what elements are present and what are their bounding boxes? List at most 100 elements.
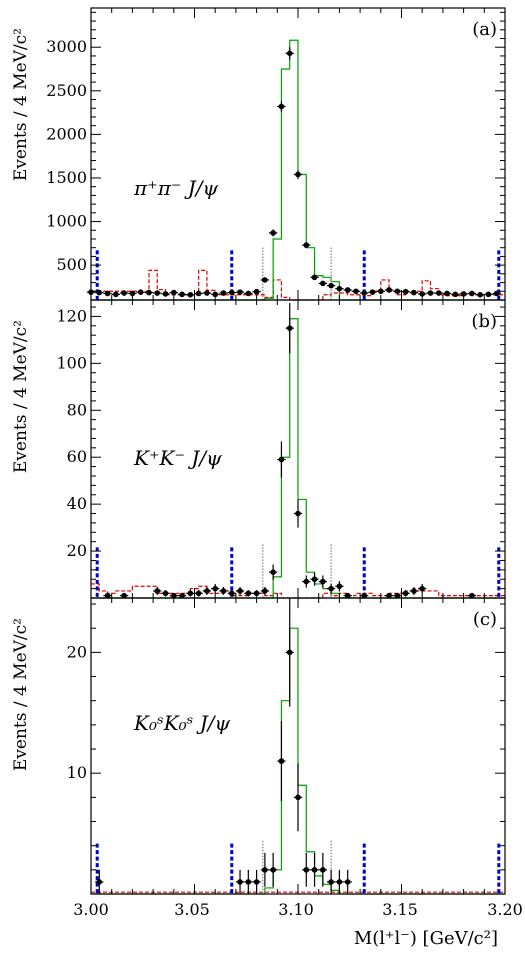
data-point (220, 290, 227, 296)
y-tick-label: 1500 (46, 168, 87, 187)
y-tick-label: 10 (67, 763, 87, 782)
background-histogram (91, 583, 505, 599)
data-point (369, 289, 376, 295)
data-point (204, 588, 210, 594)
data-point (278, 456, 285, 463)
y-tick-label: 120 (56, 306, 87, 325)
data-point (212, 585, 218, 592)
y-tick-label: 2500 (46, 81, 87, 100)
data-point (378, 288, 384, 295)
data-point (460, 291, 467, 297)
data-point (220, 588, 227, 594)
y-tick-label: 500 (56, 255, 87, 274)
data-point (386, 592, 392, 599)
y-tick-label: 60 (67, 447, 87, 466)
data-point (104, 290, 111, 297)
data-point (427, 290, 434, 296)
data-point (154, 588, 161, 594)
x-axis: 3.00 3.05 3.10 3.15 3.20 M(l⁺l⁻) [GeV/c²… (73, 900, 523, 949)
data-point (303, 867, 310, 873)
y-axis-label: Events / 4 MeV/c² (11, 28, 31, 181)
y-tick-label: 3000 (46, 37, 87, 56)
panel-label: (a) (472, 19, 497, 40)
data-point (270, 867, 276, 873)
data-point (411, 588, 417, 594)
channel-label: π⁺π⁻ J/ψ (133, 176, 219, 200)
data-point (228, 590, 235, 597)
y-tick-label: 20 (67, 541, 87, 560)
data-point (336, 583, 343, 590)
data-point (162, 590, 169, 597)
data-point (195, 590, 202, 597)
data-point (320, 280, 326, 287)
data-point (228, 289, 235, 296)
xtick-label-3: 3.15 (382, 900, 418, 919)
data-point (237, 588, 243, 594)
data-point (278, 758, 285, 764)
data-point (344, 592, 351, 599)
data-point (171, 289, 177, 296)
data-point (469, 290, 475, 297)
data-point (113, 291, 119, 298)
data-point (328, 282, 334, 289)
channel-label: K₀ˢK₀ˢ J/ψ (133, 711, 231, 735)
data-point (237, 289, 243, 295)
data-point (419, 585, 426, 592)
data-point (104, 592, 111, 599)
data-point (411, 289, 417, 296)
data-point (402, 590, 409, 597)
data-point (262, 867, 268, 873)
data-point (344, 287, 351, 293)
data-point (245, 290, 252, 297)
data-point (485, 291, 492, 298)
data-point (121, 592, 127, 599)
xtick-label-0: 3.00 (73, 900, 109, 919)
data-point (303, 578, 310, 585)
data-point (469, 592, 475, 599)
y-tick-label: 1000 (46, 212, 87, 231)
data-point (361, 592, 368, 599)
data-point (96, 879, 103, 885)
data-point (452, 291, 459, 298)
data-point (336, 285, 343, 292)
data-point (295, 794, 301, 801)
data-point (262, 277, 268, 283)
data-point (245, 879, 252, 885)
y-axis-label: Events / 4 MeV/c² (11, 618, 31, 771)
data-point (162, 291, 169, 297)
data-point (286, 649, 293, 656)
data-point (204, 290, 210, 296)
data-point (212, 291, 218, 298)
signal-mc-histogram (91, 627, 505, 895)
data-point (295, 510, 301, 517)
data-point (477, 291, 483, 298)
y-tick-label: 80 (67, 400, 87, 419)
data-point (96, 289, 103, 296)
data-point (286, 50, 293, 57)
data-point (311, 274, 318, 281)
data-point (402, 288, 409, 295)
data-point (353, 288, 359, 295)
data-point (270, 569, 276, 575)
panel-label: (c) (473, 609, 497, 630)
data-point (328, 879, 334, 885)
data-point (262, 588, 268, 594)
data-point (286, 325, 293, 331)
channel-label: K⁺K⁻ J/ψ (133, 446, 222, 470)
data-point (121, 290, 127, 296)
data-point (146, 289, 152, 296)
panel-1: 500 1000 1500 2000 2500 3000 Events / 4 MeV/c²… (11, 7, 506, 301)
data-point (361, 290, 368, 296)
data-point (394, 592, 401, 599)
data-point (320, 578, 326, 585)
data-point (435, 290, 442, 296)
data-point (328, 585, 334, 592)
data-point (278, 103, 285, 110)
y-tick-label: 100 (56, 353, 87, 372)
data-point (187, 590, 194, 597)
data-point (179, 291, 185, 298)
data-point (320, 867, 326, 873)
data-point (179, 592, 185, 599)
data-point (237, 879, 243, 885)
